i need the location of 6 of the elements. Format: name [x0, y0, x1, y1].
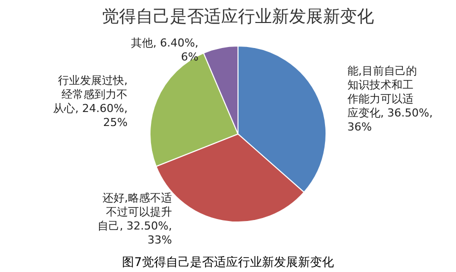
slice-label: 行业发展过快,经常感到力不从心, 24.60%, 25%: [53, 74, 128, 129]
slice-label: 能,目前自己的知识技术和工作能力可以适应变化, 36.50%, 36%: [346, 64, 433, 134]
caption: 图7觉得自己是否适应行业新发展新变化: [122, 255, 334, 269]
slice-label: 其他, 6.40%, 6%: [130, 36, 198, 64]
slice-label: 还好,略感不适不过可以提升自己, 32.50%, 33%: [98, 192, 172, 247]
chart-title: 觉得自己是否适应行业新发展新变化: [102, 7, 374, 27]
